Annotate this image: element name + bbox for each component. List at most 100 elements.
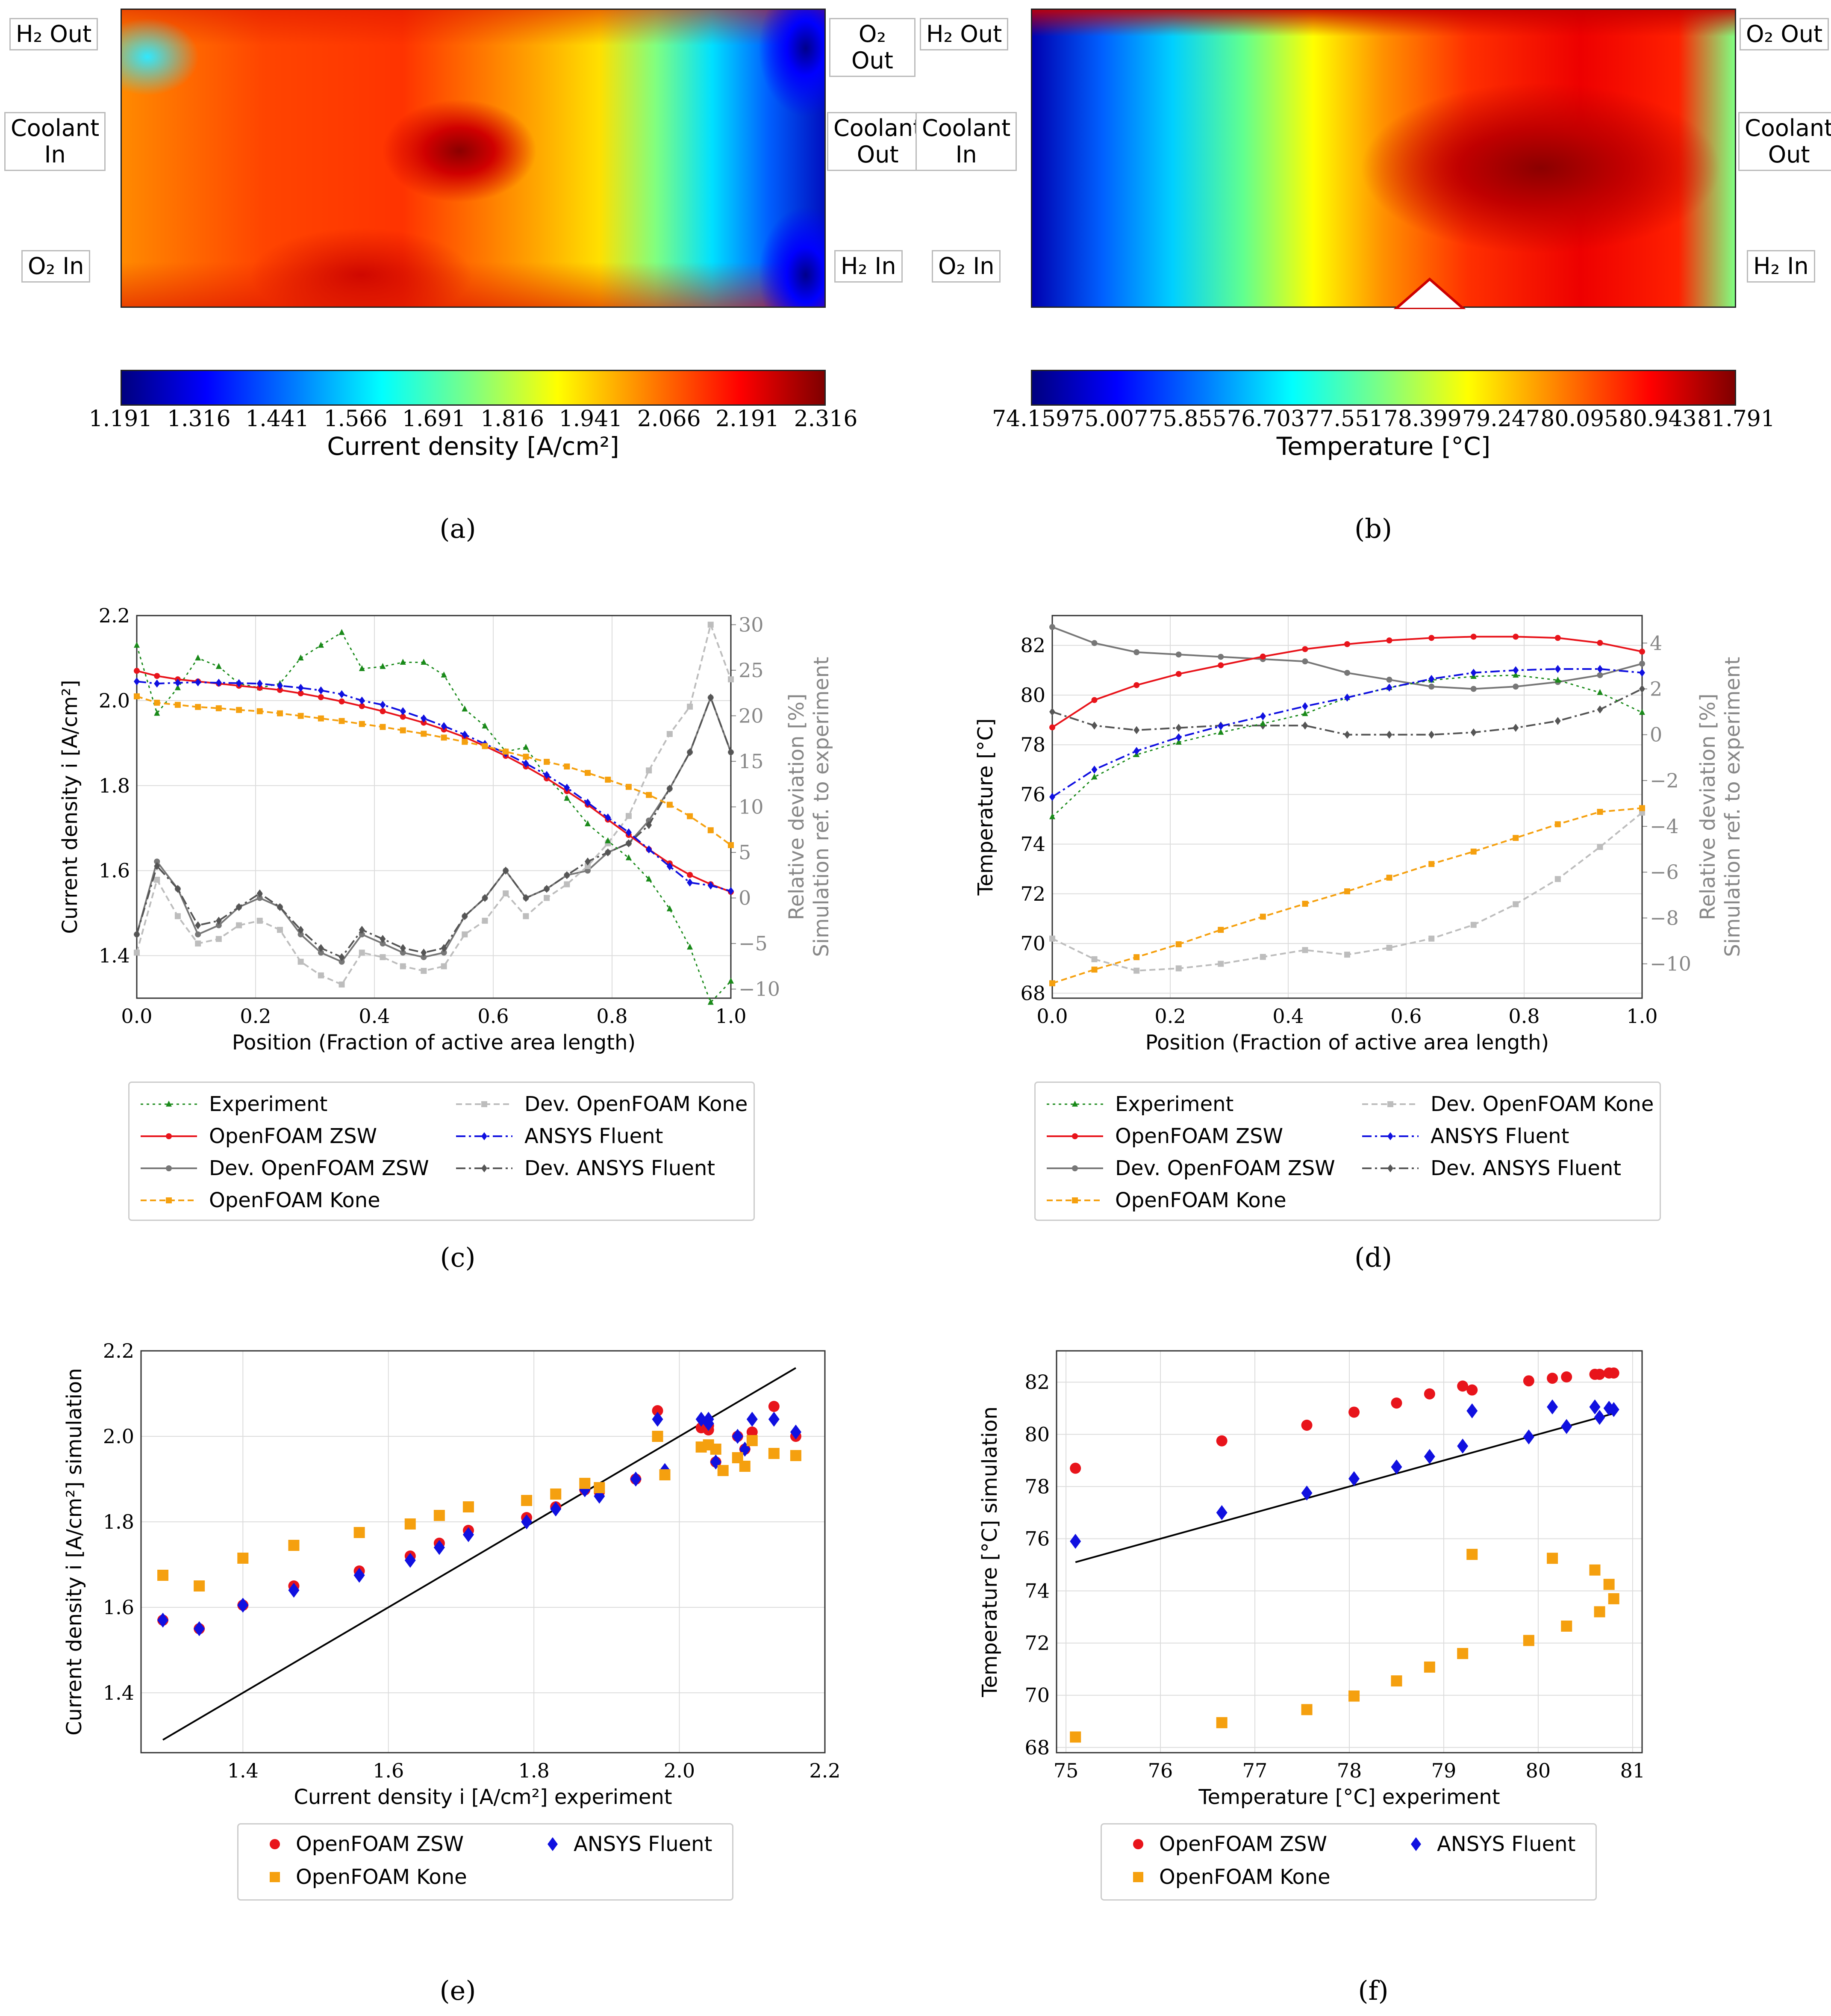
temperature-map-notch: [1393, 277, 1466, 309]
port-coolant-out-line2: Out: [857, 141, 899, 168]
point-ansys_fluent: [1523, 1429, 1534, 1444]
point-ansys_fluent: [1218, 722, 1224, 731]
colorbar-tick: 80.943: [1619, 406, 1697, 432]
point-openfoam_kone: [462, 1501, 474, 1512]
point-dev_openfoam_kone: [646, 767, 652, 774]
point-openfoam_kone: [482, 743, 488, 749]
point-experiment: [421, 658, 427, 665]
y-tick-label: 2.2: [103, 1339, 134, 1362]
legend-item-ansys_fluent: ANSYS Fluent: [1405, 1832, 1575, 1856]
point-dev_openfoam_kone: [359, 949, 365, 956]
colorbar-tick: 76.703: [1227, 406, 1305, 432]
legend-label: OpenFOAM ZSW: [1159, 1832, 1328, 1856]
point-dev_ansys_fluent: [1091, 721, 1098, 730]
point-dev_openfoam_kone: [400, 963, 406, 970]
point-dev_openfoam_kone: [462, 931, 468, 937]
point-ansys_fluent: [1091, 765, 1098, 774]
y-tick-label: 76: [1020, 783, 1045, 806]
x-tick-label: 77: [1242, 1759, 1268, 1782]
point-openfoam_kone: [359, 721, 365, 727]
x-tick-label: 0.6: [477, 1005, 509, 1028]
y2-tick-label: 2: [1650, 677, 1662, 700]
port-o2-in-b: O₂ In: [932, 250, 1001, 283]
point-ansys_fluent: [134, 677, 140, 686]
point-ansys_fluent: [564, 784, 570, 792]
point-experiment: [605, 837, 611, 843]
point-dev_openfoam_zsw: [1597, 672, 1603, 678]
y-axis-label: Temperature [°C] simulation: [978, 1406, 1002, 1698]
point-openfoam_zsw: [1597, 640, 1603, 646]
point-ansys_fluent: [625, 828, 632, 837]
port-coolant-out-b-line1: Coolant: [1745, 115, 1831, 141]
point-openfoam_zsw: [1070, 1462, 1081, 1474]
point-openfoam_zsw: [1594, 1368, 1605, 1380]
point-experiment: [646, 875, 652, 882]
point-dev_openfoam_zsw: [1091, 640, 1098, 646]
colorbar-tick: 1.691: [402, 406, 466, 432]
colorbar-tick: 75.855: [1148, 406, 1227, 432]
point-openfoam_zsw: [400, 713, 406, 720]
legend-marker: [1387, 1132, 1393, 1141]
point-openfoam_zsw: [1466, 1384, 1478, 1396]
point-dev_ansys_fluent: [605, 848, 611, 857]
legend-swatch: [1362, 1164, 1419, 1173]
point-dev_openfoam_kone: [503, 890, 509, 896]
legend-swatch: [270, 1839, 280, 1849]
point-ansys_fluent: [318, 686, 324, 695]
point-experiment: [1639, 709, 1645, 715]
point-openfoam_kone: [1302, 901, 1308, 907]
point-ansys_fluent: [154, 679, 160, 688]
point-dev_openfoam_kone: [339, 981, 345, 988]
legend-marker: [1072, 1100, 1078, 1107]
legend-item-experiment: Experiment: [1045, 1092, 1233, 1116]
x-tick-label: 80: [1526, 1759, 1551, 1782]
point-dev_openfoam_zsw: [154, 858, 160, 865]
point-ansys_fluent: [687, 878, 693, 887]
point-dev_ansys_fluent: [462, 912, 468, 920]
legend-item-ansys_fluent: ANSYS Fluent: [1360, 1124, 1569, 1148]
y-tick-label: 74: [1020, 833, 1045, 856]
legend-swatch: [1362, 1101, 1419, 1107]
y-tick-label: 2.2: [99, 604, 130, 627]
colorbar-b-ticks: 74.159 75.007 75.855 76.703 77.551 78.399 79.2…: [992, 406, 1775, 436]
point-dev_openfoam_zsw: [1344, 669, 1350, 676]
colorbar-tick: 75.007: [1070, 406, 1148, 432]
port-coolant-in-line1: Coolant: [11, 115, 100, 141]
legend-item-openfoam_kone: OpenFOAM Kone: [264, 1865, 467, 1889]
point-ansys_fluent: [1608, 1402, 1619, 1417]
legend-marker: [481, 1164, 487, 1173]
port-h2-out-b: H₂ Out: [920, 18, 1009, 50]
point-ansys_fluent: [646, 845, 652, 854]
colorbar-tick: 77.551: [1305, 406, 1384, 432]
x-tick-label: 0.2: [1154, 1005, 1186, 1028]
point-openfoam_kone: [503, 749, 509, 755]
y2-tick-label: −4: [1650, 815, 1679, 838]
legend-item-openfoam_kone: OpenFOAM Kone: [139, 1188, 380, 1212]
point-openfoam_zsw: [1470, 634, 1477, 640]
x-axis-label: Current density i [A/cm²] experiment: [294, 1785, 672, 1809]
point-ansys_fluent: [550, 1501, 562, 1517]
point-dev_openfoam_kone: [256, 917, 263, 924]
legend-item-dev_openfoam_zsw: Dev. OpenFOAM ZSW: [1045, 1156, 1335, 1180]
y2-axis-label-2: Simulation ref. to experiment: [810, 657, 833, 957]
point-experiment: [687, 943, 693, 950]
point-openfoam_kone: [550, 1488, 562, 1500]
point-dev_ansys_fluent: [646, 821, 652, 829]
point-openfoam_kone: [739, 1461, 751, 1472]
point-dev_openfoam_kone: [154, 876, 160, 883]
point-openfoam_kone: [1594, 1606, 1605, 1618]
series-line-experiment: [136, 631, 732, 1004]
legend-marker: [1387, 1164, 1393, 1173]
point-experiment: [1554, 676, 1561, 683]
point-openfoam_kone: [585, 769, 591, 776]
point-openfoam_kone: [594, 1482, 605, 1493]
legend-marker: [1072, 1133, 1078, 1139]
point-openfoam_zsw: [1348, 1406, 1360, 1418]
legend-label: Experiment: [1115, 1092, 1234, 1116]
point-ansys_fluent: [1216, 1505, 1228, 1520]
legend-swatch: [456, 1164, 512, 1173]
current-density-heatmap: [121, 9, 826, 308]
x-tick-label: 1.6: [373, 1759, 404, 1782]
point-dev_openfoam_kone: [215, 936, 222, 942]
point-openfoam_zsw: [256, 685, 263, 691]
